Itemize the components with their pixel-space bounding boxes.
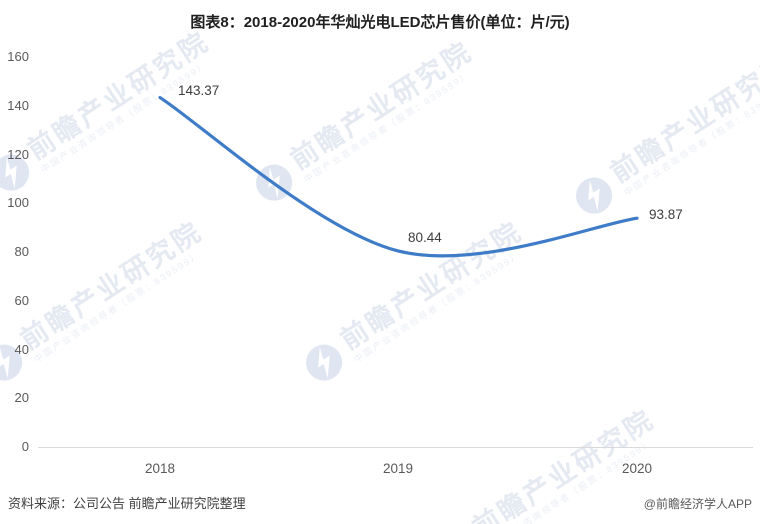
y-tick-label: 160 — [7, 49, 29, 64]
y-tick-label: 40 — [14, 341, 29, 357]
x-tick-label: 2018 — [144, 461, 176, 476]
y-tick-label: 80 — [14, 244, 29, 259]
y-tick-label: 20 — [14, 390, 29, 406]
source-note: 资料来源：公司公告 前瞻产业研究院整理 — [8, 496, 246, 511]
y-tick-label: 100 — [7, 195, 29, 211]
data-point-label: 93.87 — [649, 207, 683, 223]
data-point-label: 143.37 — [178, 82, 220, 98]
y-tick-label: 60 — [14, 292, 29, 308]
credit-note: @前瞻经济学人APP — [643, 497, 752, 511]
x-tick-label: 2019 — [382, 461, 414, 476]
x-tick-label: 2020 — [621, 461, 653, 476]
y-tick-label: 120 — [7, 146, 29, 162]
y-tick-label: 0 — [21, 439, 29, 454]
data-point-label: 80.44 — [408, 229, 442, 245]
x-axis-line — [38, 447, 753, 448]
price-line — [158, 95, 639, 258]
y-tick-label: 140 — [7, 97, 29, 113]
chart-title: 图表8：2018-2020年华灿光电LED芯片售价(单位：片/元) — [190, 14, 570, 31]
